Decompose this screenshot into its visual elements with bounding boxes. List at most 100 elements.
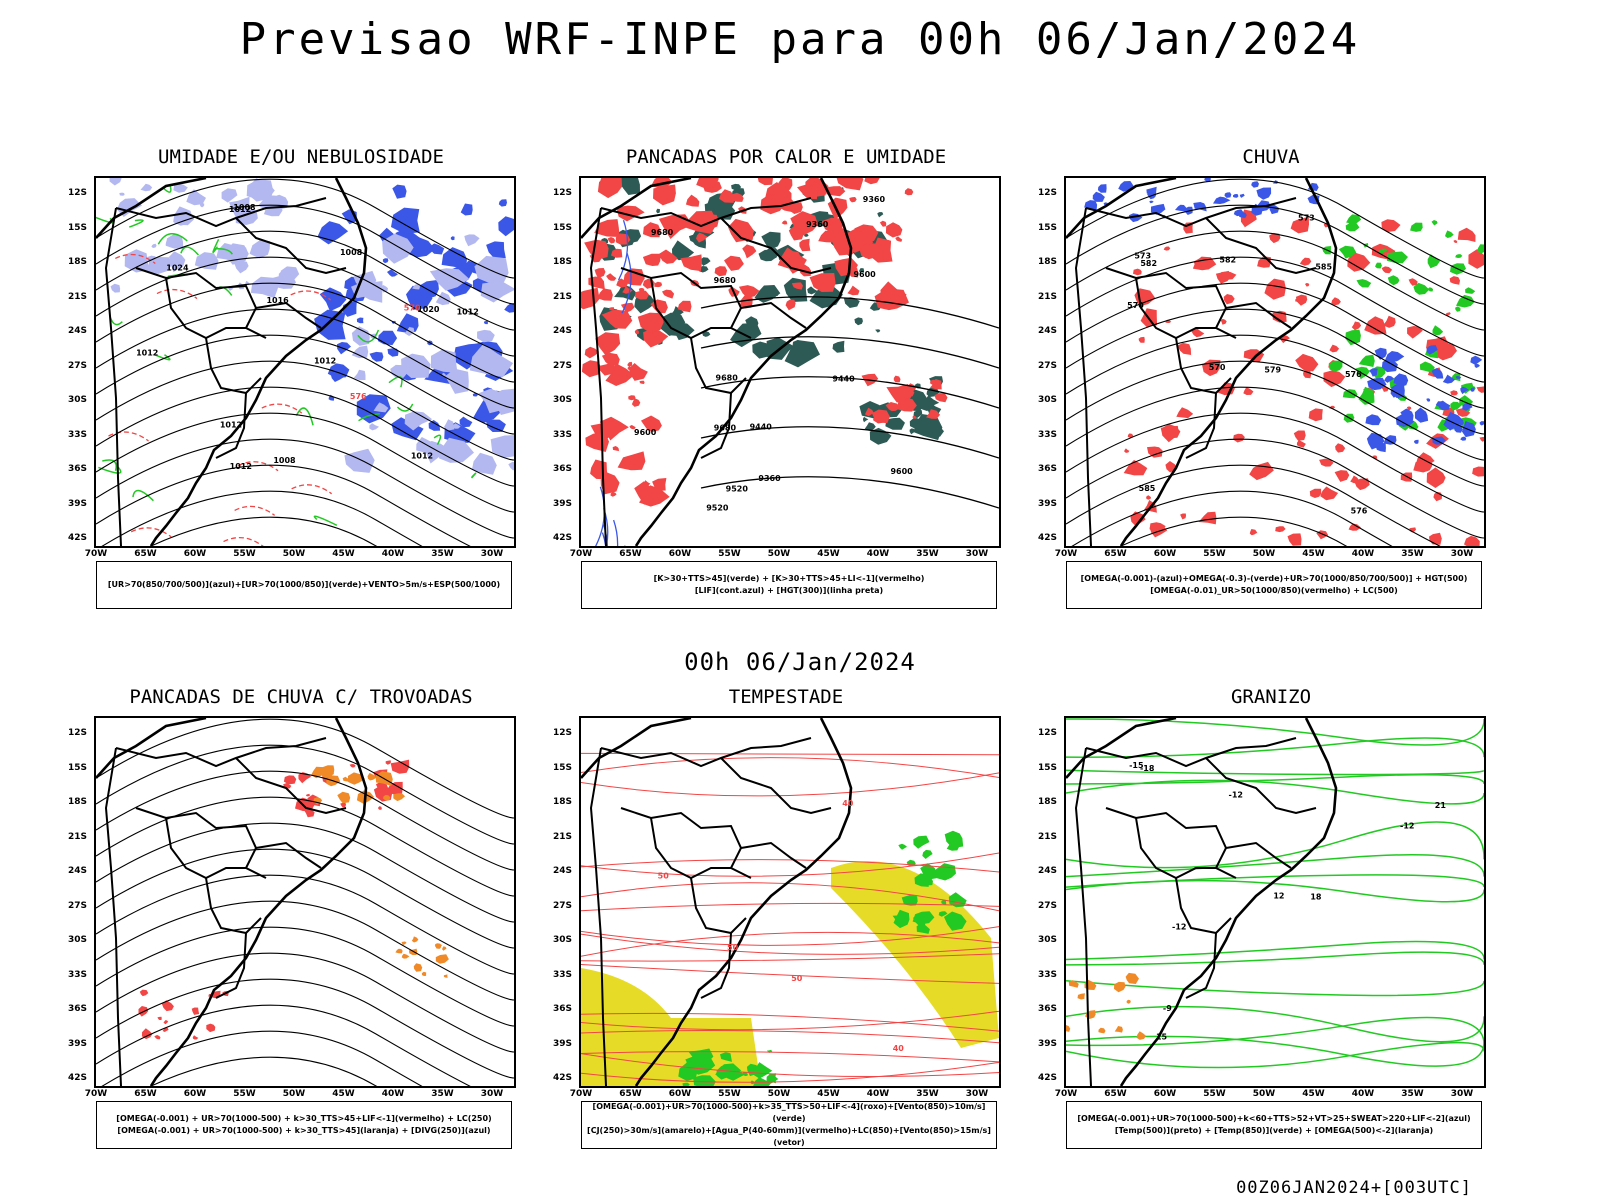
latitude-label: 15S <box>68 222 88 233</box>
rain-area <box>1445 230 1454 238</box>
convection-area <box>771 289 780 297</box>
rain-area <box>1426 345 1438 355</box>
rain-area <box>1460 386 1469 395</box>
latitude-label: 21S <box>1038 291 1058 302</box>
thunderstorm-area <box>385 760 391 765</box>
rain-area <box>1442 374 1455 384</box>
instability-area <box>616 205 645 222</box>
streamline <box>101 490 423 546</box>
longitude-label: 45W <box>817 549 840 559</box>
latitude-label: 15S <box>553 762 573 773</box>
map-panel-3: CHUVA 12S 15S 18S 21S 24S 27S 30S 33S 36S 39S 42S 70… <box>1036 146 1506 626</box>
rain-area <box>1175 204 1187 212</box>
latitude-label: 15S <box>553 222 573 233</box>
rain-area <box>1414 439 1419 444</box>
temp850-contour <box>1066 821 1484 869</box>
contour-value-label: 573 <box>1298 214 1315 223</box>
convection-area <box>659 312 686 337</box>
rain-area <box>1449 276 1460 285</box>
rain-area <box>1468 249 1484 269</box>
country-border <box>1185 392 1217 459</box>
longitude-label: 65W <box>619 549 642 559</box>
rain-area <box>1233 194 1239 198</box>
instability-area <box>607 237 616 244</box>
rain-area <box>1345 329 1361 346</box>
humidity-area <box>373 402 389 413</box>
thunderstorm-area <box>367 772 377 781</box>
streamline <box>96 796 514 897</box>
latitude-label: 33S <box>553 429 573 440</box>
wind-area <box>753 1077 771 1086</box>
rain-area <box>1383 315 1396 328</box>
instability-area <box>601 309 633 329</box>
humidity-area <box>228 287 234 291</box>
streamline <box>96 308 514 409</box>
convection-area <box>792 339 804 349</box>
contour-value-label: 9520 <box>706 504 729 513</box>
instability-area <box>635 290 650 300</box>
hail-area <box>1077 993 1085 1000</box>
humidity-area <box>477 329 495 343</box>
instability-area <box>653 184 676 206</box>
rain-area <box>1345 222 1360 232</box>
rain-area <box>1453 240 1458 243</box>
contour-value-label: -12 <box>1400 821 1414 830</box>
latitude-label: 39S <box>1038 498 1058 509</box>
rain-area <box>1450 390 1458 396</box>
rain-area <box>1414 407 1429 423</box>
instability-area <box>912 415 917 419</box>
rain-area <box>1426 398 1431 402</box>
rain-area <box>1450 401 1462 411</box>
streamline <box>96 744 514 845</box>
instability-area <box>730 192 744 202</box>
humidity-contour <box>109 317 123 326</box>
humidity-area <box>258 195 278 212</box>
longitude-label: 65W <box>134 549 157 559</box>
longitude-label: 45W <box>1302 1089 1325 1099</box>
rain-area <box>1316 530 1329 540</box>
latitude-label: 36S <box>1038 464 1058 474</box>
wind-area <box>693 1075 716 1086</box>
thunderstorm-area <box>443 974 448 978</box>
instability-area <box>859 242 884 260</box>
humidity-contour <box>396 403 414 412</box>
humidity-area <box>430 349 458 373</box>
water-contour <box>581 953 999 962</box>
coastline <box>1066 718 1338 1086</box>
jet-area <box>831 861 999 1048</box>
rain-area <box>1462 403 1473 411</box>
instability-area <box>662 289 675 299</box>
humidity-area <box>246 179 274 201</box>
rain-area <box>1474 363 1480 368</box>
country-border <box>690 337 747 395</box>
hail-area <box>1136 1031 1146 1040</box>
humidity-area <box>199 202 205 208</box>
map-panel-2: PANCADAS POR CALOR E UMIDADE 12S 15S 18S 21S… <box>551 146 1021 626</box>
streamline <box>1066 204 1484 305</box>
humidity-area <box>356 394 391 424</box>
rain-area <box>1432 325 1444 336</box>
instability-area <box>788 226 804 241</box>
latitude-label: 27S <box>553 360 573 371</box>
streamline <box>96 848 514 949</box>
contour-value-label: 1024 <box>166 263 189 272</box>
country-border <box>115 197 327 228</box>
rain-area <box>1233 433 1245 443</box>
coastline <box>581 718 853 1086</box>
thickness-contour <box>156 288 198 300</box>
contour-value-label: 9440 <box>832 375 855 384</box>
thunderstorm-area <box>434 944 442 949</box>
latitude-label: 15S <box>1038 762 1058 773</box>
longitude-label: 60W <box>1153 549 1177 559</box>
rain-area <box>1204 178 1211 182</box>
rain-area <box>1348 523 1361 531</box>
convection-area <box>913 414 943 441</box>
hail-area <box>1125 972 1139 984</box>
rain-area <box>1130 511 1146 526</box>
rain-area <box>1150 203 1166 215</box>
instability-area <box>885 222 903 238</box>
streamline <box>96 900 514 1001</box>
rain-area <box>1457 227 1476 242</box>
instability-area <box>680 254 702 272</box>
country-border <box>104 747 122 1086</box>
